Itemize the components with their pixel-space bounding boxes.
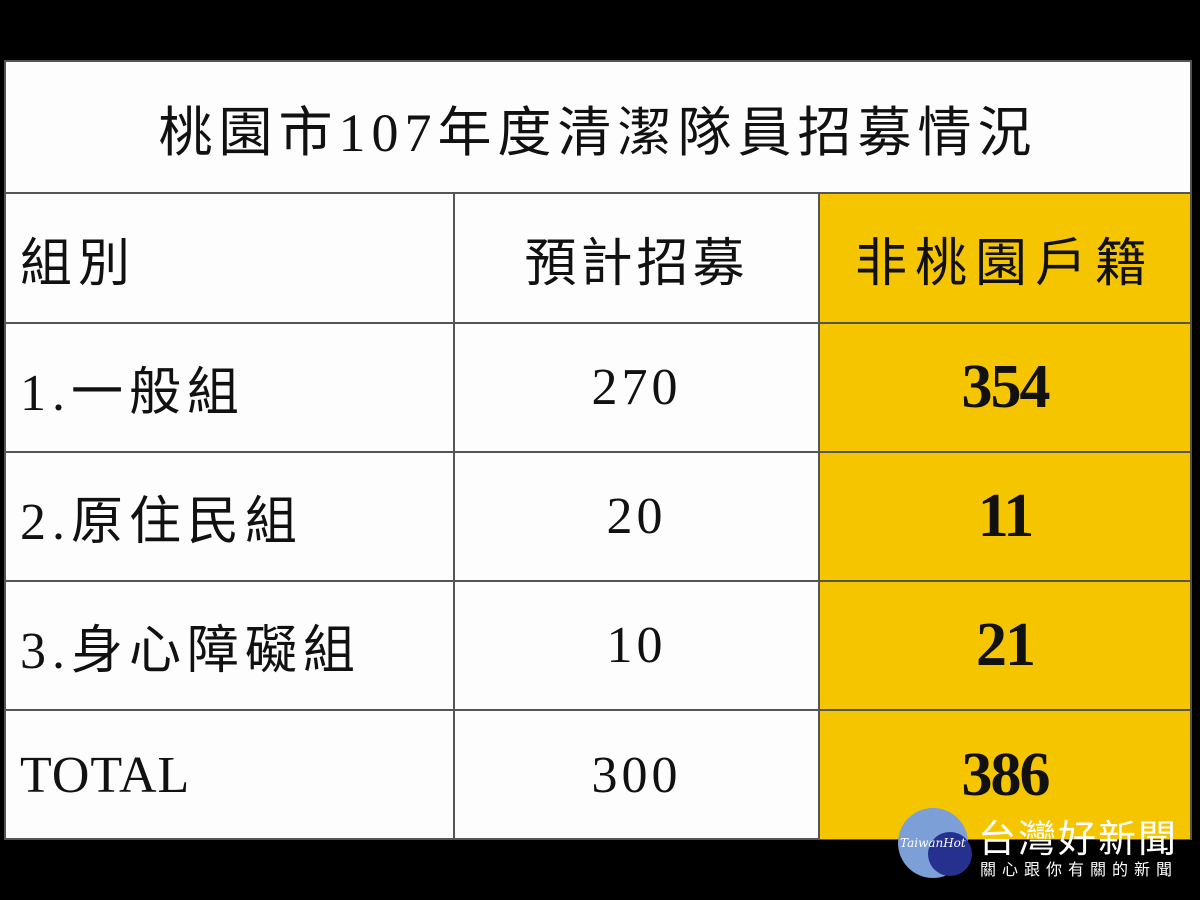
recruitment-table: 組別 預計招募 非桃園戶籍 1.一般組 270 354 2.原住民組 20 11…: [6, 194, 1190, 839]
group-cell: 3.身心障礙組: [6, 580, 455, 711]
planned-cell: 300: [453, 709, 820, 839]
taiwanhot-logo: TaiwanHot 台灣好新聞 關心跟你有關的新聞: [898, 808, 1198, 888]
logo-name-zh: 台灣好新聞: [978, 817, 1179, 861]
recruitment-table-slide: 桃園市107年度清潔隊員招募情況 組別 預計招募 非桃園戶籍 1.一般組 270…: [4, 60, 1192, 840]
group-cell: 1.一般組: [6, 322, 455, 453]
group-cell: 2.原住民組: [6, 451, 455, 582]
non-taoyuan-cell: 21: [818, 580, 1190, 711]
logo-name-en: TaiwanHot: [900, 836, 966, 850]
table-row: 3.身心障礙組 10 21: [6, 580, 1190, 711]
table-row: 1.一般組 270 354: [6, 322, 1190, 453]
non-taoyuan-cell: 386: [818, 709, 1190, 839]
header-row: 組別 預計招募 非桃園戶籍: [6, 194, 1190, 324]
non-taoyuan-cell: 354: [818, 322, 1190, 453]
header-planned: 預計招募: [453, 194, 820, 324]
header-group: 組別: [6, 194, 455, 324]
non-taoyuan-cell: 11: [818, 451, 1190, 582]
header-non-taoyuan: 非桃園戶籍: [818, 194, 1190, 324]
planned-cell: 270: [453, 322, 820, 453]
group-cell: TOTAL: [6, 709, 455, 839]
logo-circle-dark: [928, 832, 972, 876]
total-row: TOTAL 300 386: [6, 709, 1190, 839]
table-row: 2.原住民組 20 11: [6, 451, 1190, 582]
logo-slogan: 關心跟你有關的新聞: [980, 860, 1179, 879]
planned-cell: 20: [453, 451, 820, 582]
table-title: 桃園市107年度清潔隊員招募情況: [6, 62, 1190, 194]
planned-cell: 10: [453, 580, 820, 711]
